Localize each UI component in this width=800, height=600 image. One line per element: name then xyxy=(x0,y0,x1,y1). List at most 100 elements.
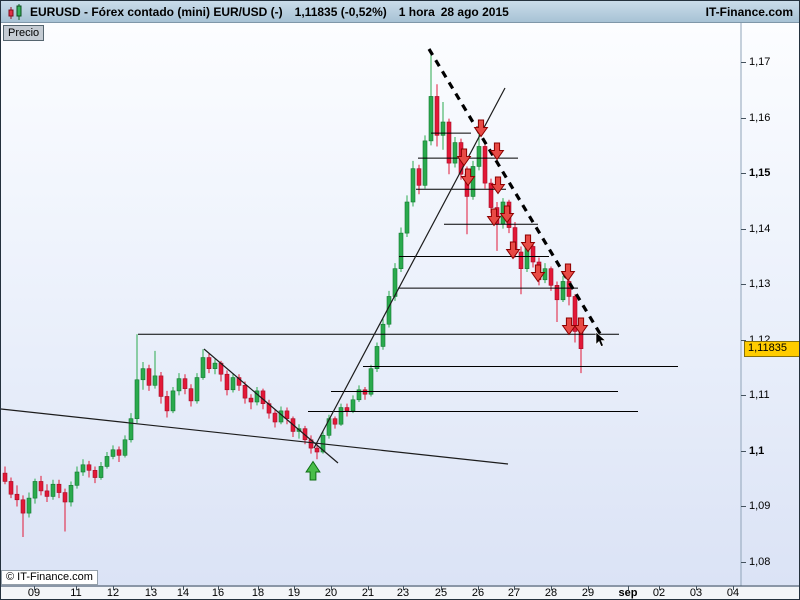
candle-up xyxy=(410,168,416,203)
tab-precio[interactable]: Precio xyxy=(3,25,45,41)
candle-up xyxy=(398,232,404,269)
candle-down xyxy=(56,483,62,493)
candle-down xyxy=(314,447,320,453)
x-axis-label: 11 xyxy=(70,587,82,599)
candle-down xyxy=(548,268,554,286)
x-axis-tick xyxy=(696,586,697,590)
candle-down xyxy=(188,388,194,402)
candle-down xyxy=(44,490,50,497)
candle-up xyxy=(404,201,410,234)
x-axis-tick xyxy=(659,586,660,590)
candle-up xyxy=(32,481,38,499)
x-axis-label: 29 xyxy=(581,587,595,599)
x-axis-tick xyxy=(628,586,629,590)
candle-down xyxy=(344,407,350,412)
candle-up xyxy=(374,346,380,369)
trendline xyxy=(1,408,509,465)
sell-signal-arrow-icon xyxy=(560,263,576,282)
buy-signal-arrow-icon xyxy=(305,460,321,481)
sell-signal-arrow-icon xyxy=(460,168,476,187)
x-axis-label: 19 xyxy=(287,587,301,599)
candle-up xyxy=(380,323,386,347)
candle-down xyxy=(206,357,212,369)
candle-down xyxy=(182,378,188,389)
titlebar: EURUSD - Fórex contado (mini) EUR/USD (-… xyxy=(1,1,799,23)
candle-down xyxy=(20,499,26,514)
y-axis-label: 1,08 xyxy=(749,556,771,568)
candle-up xyxy=(50,483,56,497)
chart-region: Precio 1,11835 © IT-Finance.com 1,17 1,16… xyxy=(1,23,800,600)
x-axis-tick xyxy=(478,586,479,590)
candle-down xyxy=(362,389,368,395)
y-axis-label: 1,13 xyxy=(749,278,771,291)
candle-up xyxy=(110,449,116,457)
copyright-label: © IT-Finance.com xyxy=(1,570,98,585)
candlestick-icon xyxy=(7,3,24,21)
candle-up xyxy=(80,464,86,473)
x-axis-tick xyxy=(441,586,442,590)
candle-down xyxy=(572,296,578,332)
price-chart-plot[interactable] xyxy=(1,23,800,600)
x-axis-label: 02 xyxy=(652,587,666,599)
x-axis-label: sep xyxy=(618,587,638,599)
x-axis-tick xyxy=(368,586,369,590)
candle-down xyxy=(272,412,278,423)
candle-up xyxy=(452,142,458,164)
candle-down xyxy=(164,396,170,412)
y-axis-tick xyxy=(741,562,746,563)
current-price-tag: 1,11835 xyxy=(744,340,799,357)
y-axis-label: 1,1 xyxy=(749,444,765,457)
x-axis-tick xyxy=(514,586,515,590)
instrument-title: EURUSD - Fórex contado (mini) EUR/USD (-… xyxy=(30,4,283,19)
candle-down xyxy=(38,481,44,492)
y-axis-label: 1,16 xyxy=(749,111,771,124)
x-axis-tick xyxy=(258,586,259,590)
candle-up xyxy=(440,121,446,136)
y-axis-tick xyxy=(741,506,746,508)
candle-up xyxy=(422,140,428,186)
x-axis-tick xyxy=(403,586,404,590)
candle-down xyxy=(554,285,560,301)
candle-up xyxy=(152,375,158,386)
x-axis-label: 23 xyxy=(396,587,410,599)
y-axis-tick xyxy=(741,62,746,63)
candle-up xyxy=(356,389,362,401)
y-axis-tick xyxy=(741,284,746,286)
x-axis-label: 20 xyxy=(324,587,338,599)
candle-up xyxy=(368,368,374,395)
y-axis-tick xyxy=(741,228,746,230)
candle-up xyxy=(476,146,482,167)
sell-signal-arrow-icon xyxy=(561,317,577,336)
candle-down xyxy=(482,146,488,184)
y-axis-tick xyxy=(741,339,746,341)
candle-up xyxy=(194,377,200,402)
candle-up xyxy=(134,379,140,419)
x-axis-label: 09 xyxy=(27,587,41,599)
candle-down xyxy=(92,470,98,478)
candle-up xyxy=(350,399,356,412)
candle-up xyxy=(140,368,146,381)
candle-down xyxy=(2,472,8,482)
x-axis-tick xyxy=(218,586,219,590)
sell-signal-arrow-icon xyxy=(505,241,521,260)
dashed-trendline xyxy=(427,48,604,338)
candle-down xyxy=(434,96,440,136)
candle-up xyxy=(128,418,134,441)
candle-down xyxy=(530,246,536,263)
candle-down xyxy=(284,410,290,419)
sell-signal-arrow-icon xyxy=(486,208,502,227)
timeframe-label: 1 hora xyxy=(398,4,435,19)
trendline xyxy=(203,348,339,464)
x-axis-label: 12 xyxy=(106,587,120,599)
x-axis-label: 25 xyxy=(434,587,448,599)
x-axis-label: 13 xyxy=(144,587,158,599)
x-axis-label: 28 xyxy=(544,587,558,599)
candle-up xyxy=(200,357,206,378)
x-axis-label: 21 xyxy=(361,587,375,599)
candle-down xyxy=(236,377,242,386)
x-axis-tick xyxy=(331,586,332,590)
x-axis-tick xyxy=(733,586,734,590)
candle-down xyxy=(116,449,122,456)
candle-up xyxy=(74,471,80,486)
